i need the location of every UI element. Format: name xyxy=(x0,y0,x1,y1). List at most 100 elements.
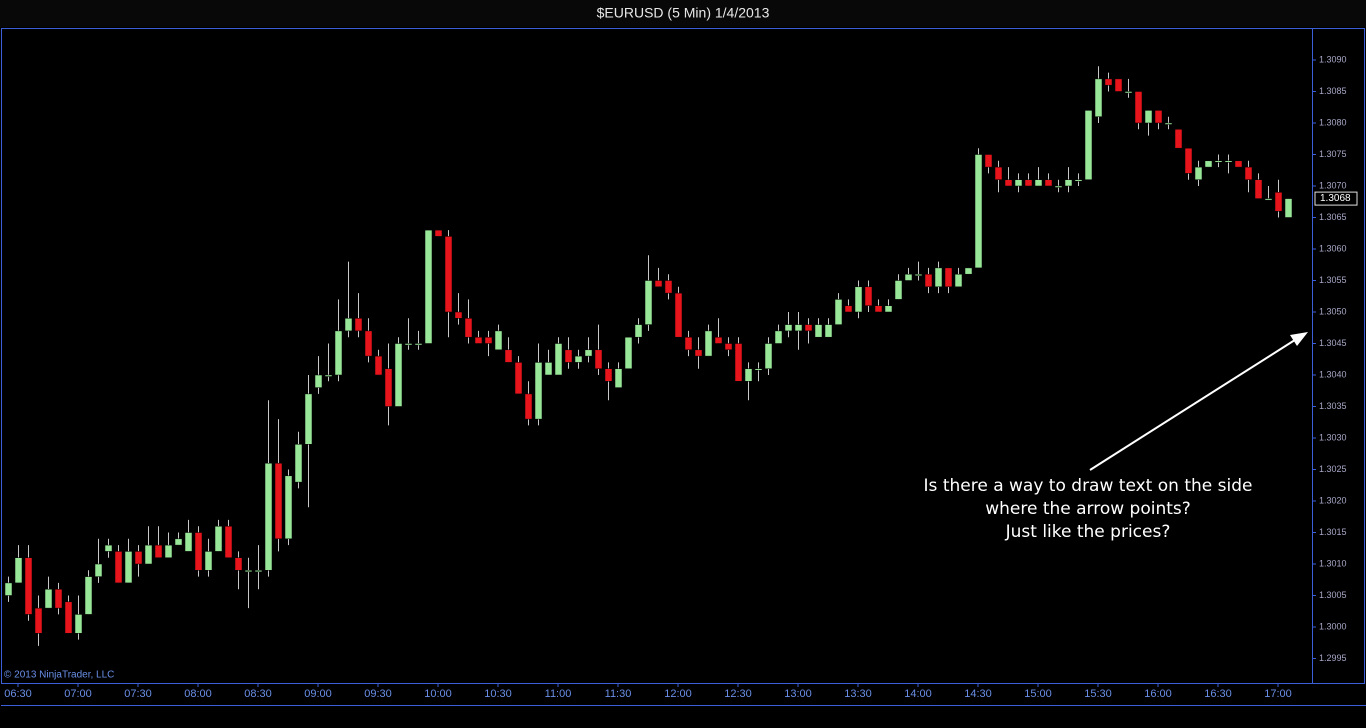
x-tick-label: 11:00 xyxy=(545,688,572,700)
x-tick-label: 10:00 xyxy=(424,688,452,700)
x-tick-label: 09:00 xyxy=(304,688,332,700)
candle-body xyxy=(644,280,653,325)
x-tick-label: 17:00 xyxy=(1264,688,1292,700)
candle-body xyxy=(954,273,963,288)
y-tick-label: 1.3075 xyxy=(1319,149,1347,159)
candle-body xyxy=(674,292,683,338)
candle-body xyxy=(344,318,353,332)
x-tick-label: 07:00 xyxy=(64,688,92,700)
title-bar xyxy=(0,0,1366,27)
candle-body xyxy=(144,544,153,565)
candle-body xyxy=(254,570,263,573)
y-tick-label: 1.3030 xyxy=(1319,432,1347,442)
chart-title: $EURUSD (5 Min) 1/4/2013 xyxy=(597,5,770,21)
candle-body xyxy=(204,551,213,571)
candle-body xyxy=(1154,110,1163,124)
candle-body xyxy=(1174,129,1183,149)
candle-body xyxy=(304,393,313,445)
candle-body xyxy=(1134,91,1143,124)
y-tick-label: 1.3080 xyxy=(1319,117,1347,127)
candle-body xyxy=(1004,179,1013,187)
x-tick-label: 12:00 xyxy=(664,688,692,700)
candle-body xyxy=(884,305,893,313)
candle-body xyxy=(1194,166,1203,180)
candle-body xyxy=(104,544,113,552)
y-tick-label: 1.3025 xyxy=(1319,464,1347,474)
x-tick-label: 13:00 xyxy=(784,688,812,700)
candle-body xyxy=(754,368,763,371)
candle-body xyxy=(314,374,323,388)
price-axis-border xyxy=(1312,28,1365,684)
y-tick-label: 1.3015 xyxy=(1319,527,1347,537)
candle-body xyxy=(854,286,863,313)
candle-body xyxy=(514,362,523,395)
candle-body xyxy=(194,532,203,571)
candle-body xyxy=(904,273,913,281)
candle-body xyxy=(24,557,33,615)
candle-body xyxy=(734,343,743,382)
candle-body xyxy=(924,273,933,288)
x-tick-label: 07:30 xyxy=(124,688,152,700)
candle-body xyxy=(494,330,503,351)
y-tick-label: 1.3060 xyxy=(1319,243,1347,253)
x-tick-label: 14:00 xyxy=(904,688,932,700)
y-tick-label: 1.2995 xyxy=(1319,653,1347,663)
y-tick-label: 1.3020 xyxy=(1319,495,1347,505)
x-tick-label: 15:30 xyxy=(1084,688,1112,700)
candle-body xyxy=(724,343,733,351)
candle-body xyxy=(794,324,803,332)
candle-body xyxy=(1034,179,1043,187)
candle-body xyxy=(994,166,1003,180)
x-tick-label: 12:30 xyxy=(724,688,752,700)
candle-body xyxy=(784,324,793,332)
y-tick-label: 1.3040 xyxy=(1319,369,1347,379)
candle-body xyxy=(1074,179,1083,182)
candle-body xyxy=(774,330,783,344)
candle-body xyxy=(1204,160,1213,168)
x-tick-label: 08:30 xyxy=(244,688,272,700)
y-tick-label: 1.3050 xyxy=(1319,306,1347,316)
candle-body xyxy=(1054,185,1063,188)
candle-body xyxy=(94,563,103,577)
candle-body xyxy=(554,343,563,376)
candle-body xyxy=(1264,198,1273,201)
candle-body xyxy=(834,299,843,325)
arrow-head xyxy=(1290,332,1308,346)
candle-body xyxy=(694,349,703,357)
candle-body xyxy=(34,607,43,634)
candle-body xyxy=(184,532,193,552)
y-tick-label: 1.3055 xyxy=(1319,275,1347,285)
candle-body xyxy=(1274,192,1283,212)
candle-body xyxy=(1164,122,1173,125)
x-tick-label: 15:00 xyxy=(1024,688,1052,700)
candle-body xyxy=(1024,179,1033,187)
y-tick-label: 1.3090 xyxy=(1319,54,1347,64)
candle-body xyxy=(224,525,233,558)
candle-body xyxy=(464,318,473,338)
candle-body xyxy=(14,557,23,584)
last-price-box xyxy=(1314,191,1358,206)
candle-body xyxy=(664,280,673,294)
y-tick-label: 1.3070 xyxy=(1319,180,1347,190)
candle-body xyxy=(274,462,283,540)
candle-body xyxy=(1144,110,1153,124)
candle-body xyxy=(244,570,253,573)
candle-body xyxy=(764,343,773,369)
candle-body xyxy=(84,576,93,615)
x-tick-label: 09:30 xyxy=(364,688,392,700)
candle-body xyxy=(604,368,613,382)
candle-body xyxy=(294,444,303,483)
candle-body xyxy=(114,551,123,584)
candle-body xyxy=(684,336,693,351)
candle-body xyxy=(1184,147,1193,174)
candle-body xyxy=(424,229,433,344)
candle-body xyxy=(634,324,643,338)
y-tick-label: 1.3010 xyxy=(1319,558,1347,568)
candle-body xyxy=(654,280,663,288)
y-tick-label: 1.3065 xyxy=(1319,212,1347,222)
candle-body xyxy=(334,330,343,376)
annotation-text: where the arrow points? xyxy=(985,499,1191,519)
candle-body xyxy=(1224,160,1233,163)
x-tick-label: 16:30 xyxy=(1204,688,1232,700)
